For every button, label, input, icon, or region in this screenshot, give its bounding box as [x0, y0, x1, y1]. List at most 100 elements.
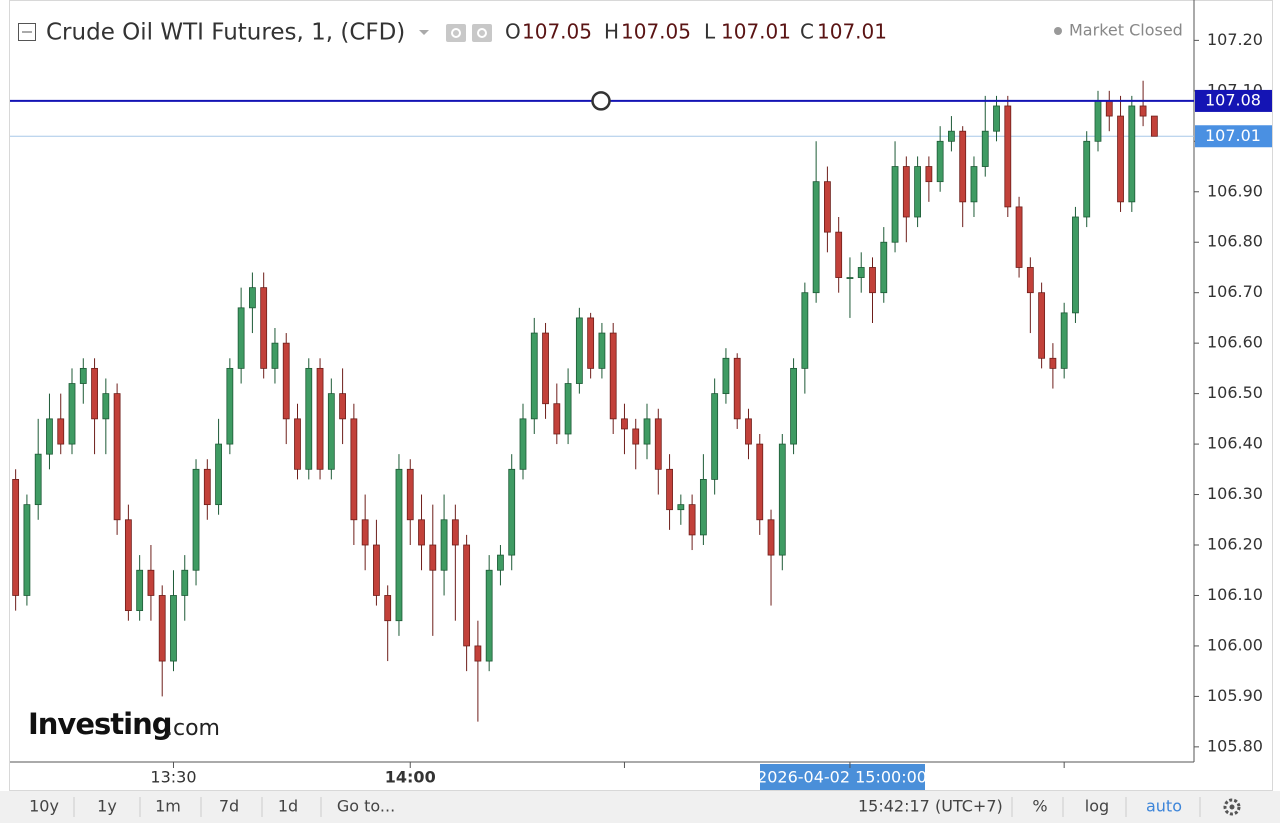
candle-body [846, 277, 854, 279]
x-tick-label: 13:30 [150, 768, 196, 787]
eye-icon[interactable] [446, 24, 466, 42]
toolbar [0, 791, 1280, 823]
ohlc-letter: O [505, 20, 521, 44]
header: Crude Oil WTI Futures, 1, (CFD) [18, 20, 492, 46]
ohlc-value: 107.01 [817, 20, 887, 44]
y-tick-label: 106.50 [1207, 383, 1263, 402]
candle-body [260, 287, 268, 369]
range-button[interactable]: Go to... [337, 797, 395, 816]
eye-icon-glyph [451, 28, 461, 38]
candle-body [1128, 105, 1136, 203]
candle-body [474, 645, 482, 662]
line-handle[interactable] [591, 91, 611, 111]
candle-body [485, 569, 493, 662]
candle-body [530, 332, 538, 420]
last-price-label: 107.01 [1205, 126, 1261, 145]
dropdown-arrow[interactable] [419, 30, 429, 35]
candle-body [688, 504, 696, 536]
y-tick-label: 105.90 [1207, 686, 1263, 705]
candle-body [981, 130, 989, 167]
candle-body [891, 166, 899, 243]
candle-body [587, 317, 595, 369]
candle-body [643, 418, 651, 445]
candle-body [373, 544, 380, 596]
candle-body [113, 393, 121, 521]
candle-body [1015, 206, 1023, 268]
settings-icon[interactable] [472, 24, 492, 42]
ohlc-value: 107.01 [721, 20, 791, 44]
candle-body [880, 241, 888, 294]
range-button[interactable]: 10y [29, 797, 59, 816]
horizontal-line-label: 107.08 [1205, 90, 1261, 109]
candle-body [1150, 115, 1158, 137]
range-button[interactable]: 1m [155, 797, 181, 816]
candle-body [34, 453, 42, 506]
candle-body [564, 383, 572, 435]
candle-body [575, 317, 583, 384]
candle-body [632, 428, 640, 445]
range-button[interactable]: 1d [278, 797, 298, 816]
candle-body [677, 504, 685, 511]
candle-body [508, 468, 516, 556]
candle-body [395, 468, 403, 622]
candle-body [666, 468, 673, 511]
y-tick-label: 106.10 [1207, 585, 1263, 604]
candle-body [79, 367, 87, 384]
y-tick-label: 106.40 [1207, 434, 1263, 453]
candle-body [249, 287, 256, 309]
range-button[interactable]: 7d [219, 797, 239, 816]
candle-body [215, 443, 222, 506]
x-tick-label: 14:00 [385, 768, 436, 787]
candle-body [993, 105, 1000, 132]
candle-body [147, 569, 155, 596]
ohlc-letter: H [604, 20, 619, 44]
candle-body [282, 342, 290, 420]
candle-body [767, 519, 775, 556]
candle-body [519, 418, 527, 470]
candle-body [271, 342, 279, 369]
candle-body [440, 519, 448, 571]
candle-body [857, 267, 865, 278]
y-tick-label: 106.90 [1207, 181, 1263, 200]
candle-body [542, 332, 549, 405]
settings-gear-center [1229, 804, 1235, 810]
candle-body [914, 166, 921, 218]
settings-gear[interactable] [1223, 798, 1241, 816]
market-status: Market Closed [1069, 21, 1183, 40]
candle-body [316, 367, 324, 470]
candle-body [170, 595, 177, 662]
collapse-button[interactable] [18, 23, 36, 41]
candle-body [948, 130, 955, 142]
candle-body [1105, 100, 1113, 117]
clock: 15:42:17 (UTC+7) [858, 797, 1003, 816]
y-tick-label: 106.80 [1207, 232, 1263, 251]
option-button[interactable]: auto [1146, 797, 1182, 816]
candle-body [463, 544, 471, 647]
candle-body [711, 393, 719, 480]
logo-suffix: .com [166, 716, 220, 741]
candle-body [429, 544, 437, 571]
candle-body [406, 468, 414, 521]
candle-body [1038, 292, 1046, 359]
candle-body [384, 595, 392, 622]
candle-body [68, 383, 76, 445]
candle-body [1072, 216, 1079, 314]
candle-body [598, 332, 606, 369]
settings-icon-glyph [477, 28, 487, 38]
candle-body [1004, 105, 1012, 208]
option-button[interactable]: % [1032, 797, 1047, 816]
option-button[interactable]: log [1085, 797, 1109, 816]
candle-body [1026, 267, 1034, 294]
candle-body [361, 519, 369, 546]
candle-body [102, 393, 110, 420]
candle-body [451, 519, 459, 546]
candle-body [824, 181, 831, 233]
candle-body [327, 393, 335, 470]
last-price-box [1195, 125, 1272, 148]
candle-body [46, 418, 53, 455]
candle-body [1117, 115, 1124, 203]
candle-body [124, 519, 132, 612]
range-button[interactable]: 1y [97, 797, 117, 816]
